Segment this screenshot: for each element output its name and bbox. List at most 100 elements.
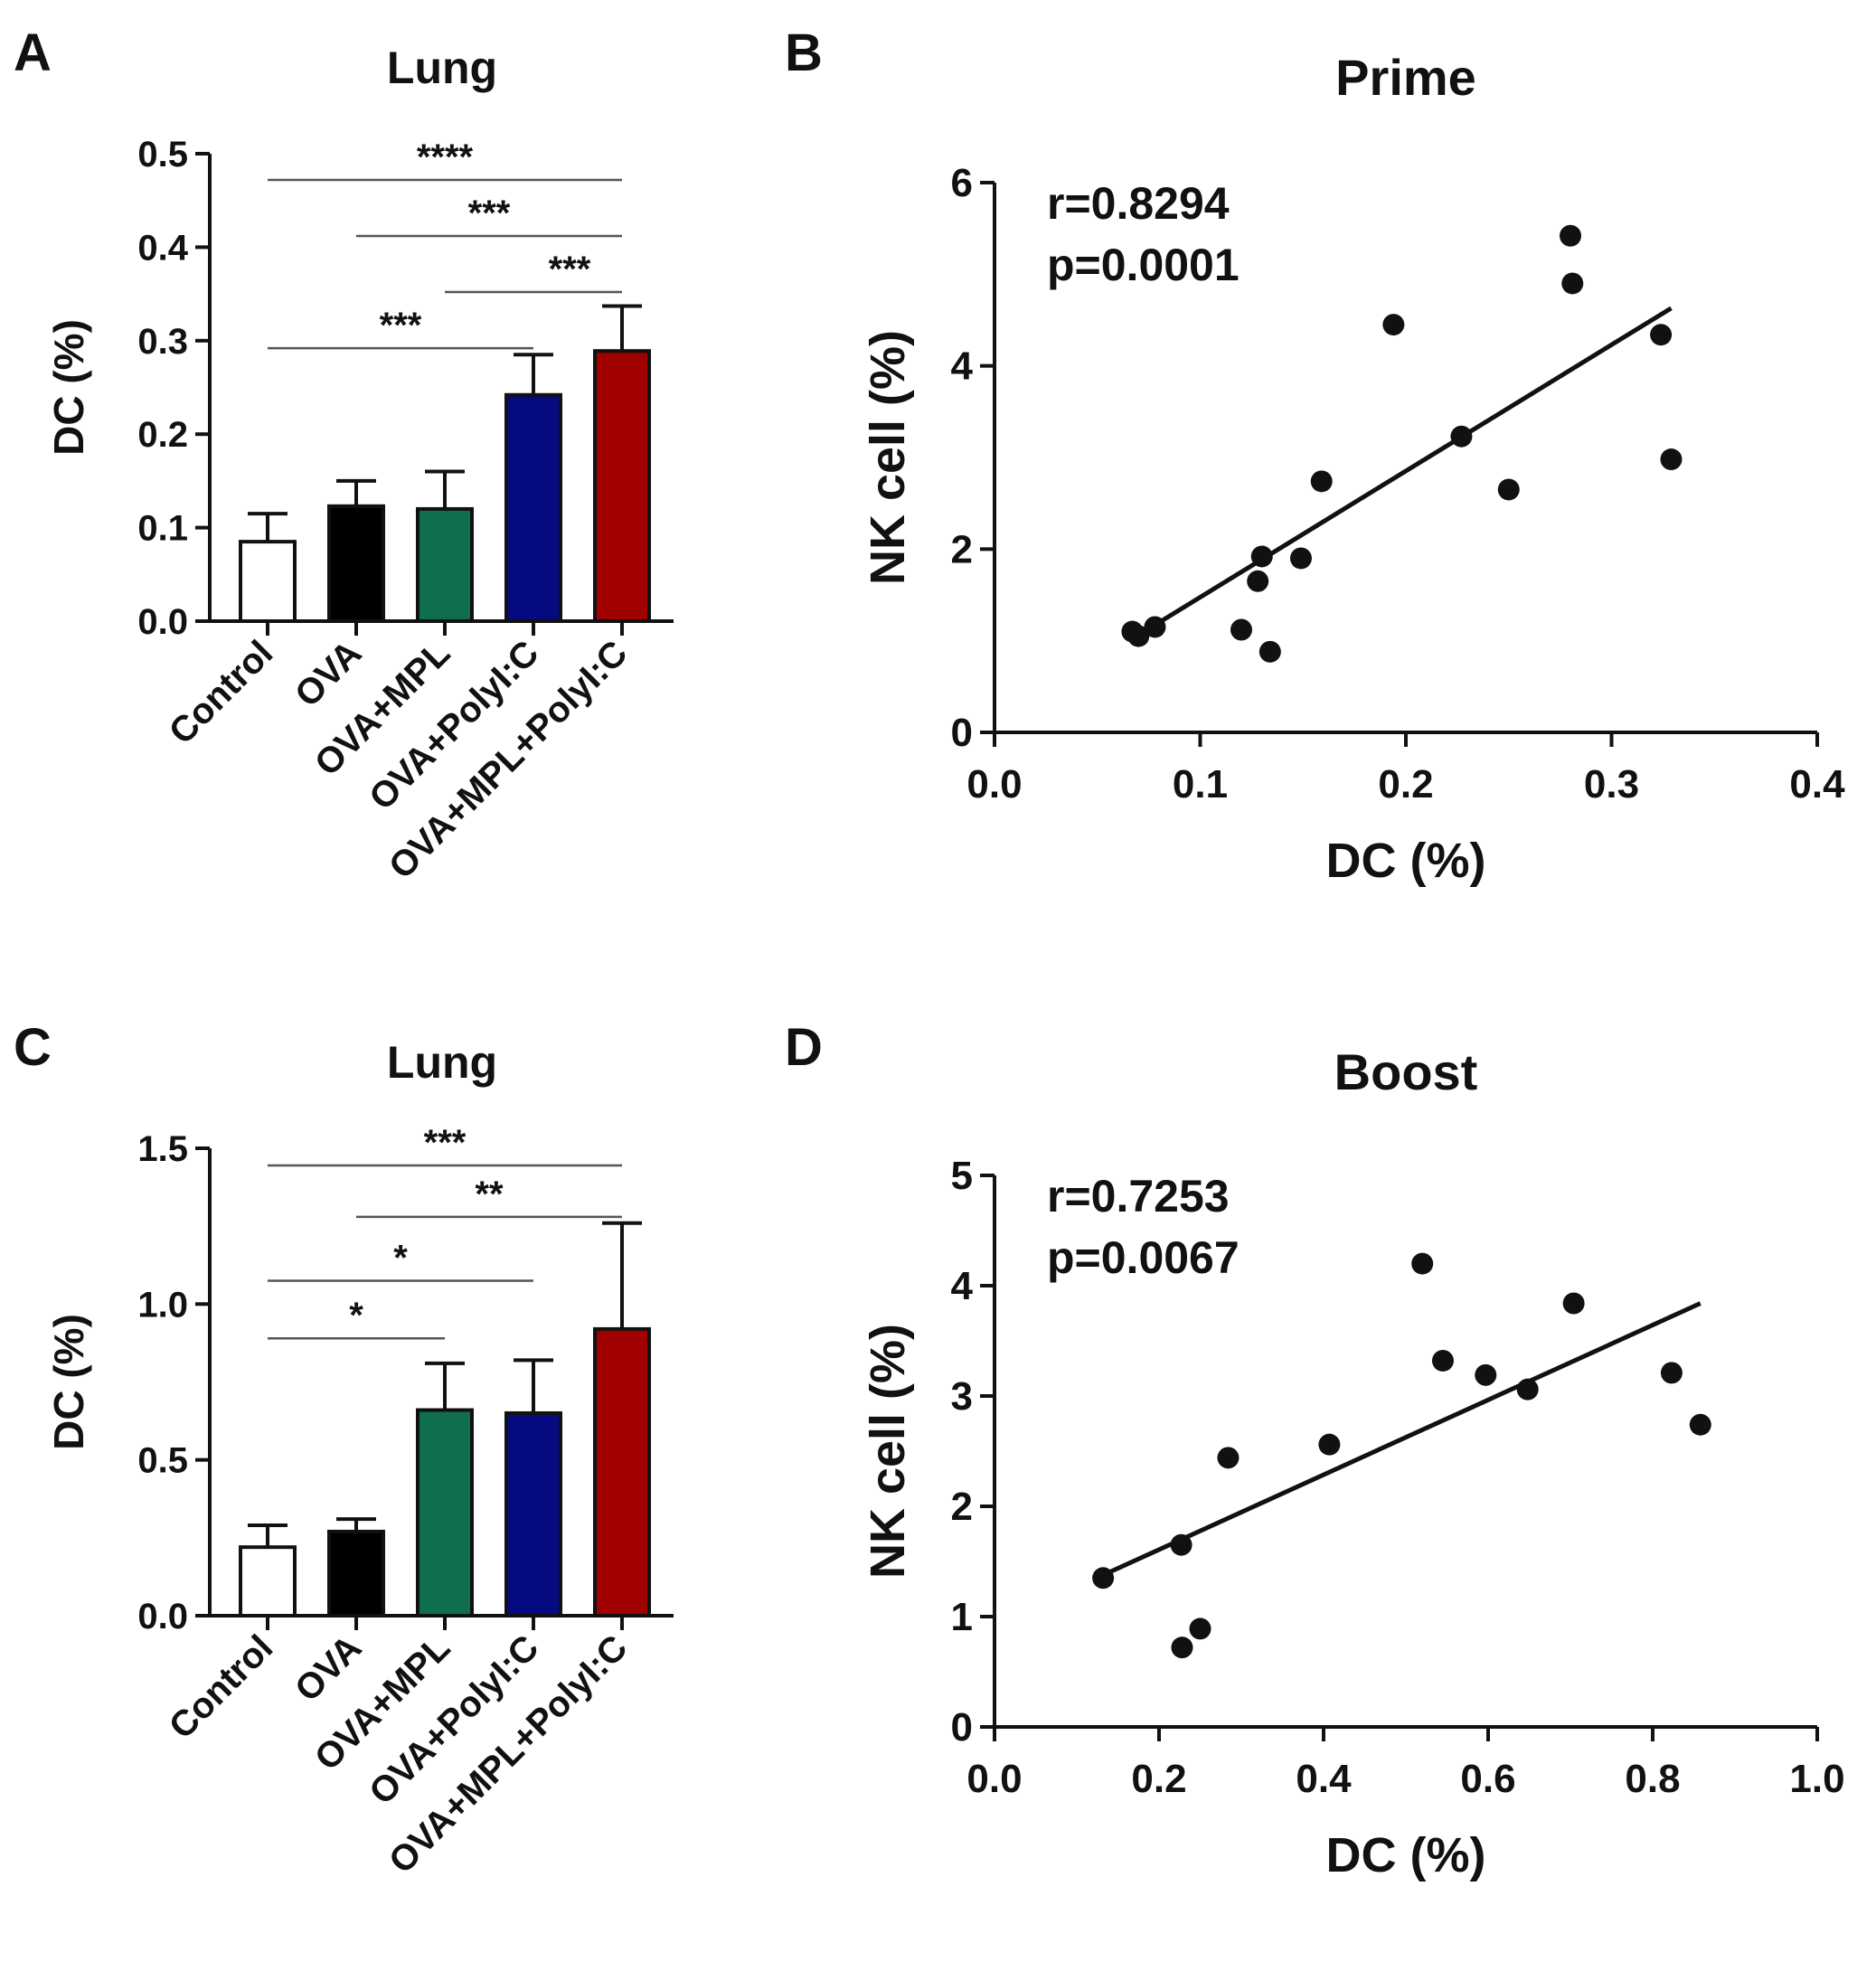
x-tick-label: Control [162,633,281,752]
x-tick-label: 0.6 [1460,1757,1515,1801]
significance-label: *** [380,306,422,345]
bar [327,504,385,623]
y-tick-label: 1 [951,1595,973,1639]
data-point [1127,625,1150,647]
y-axis-label: DC (%) [45,319,92,456]
data-point [1092,1567,1115,1589]
y-tick-label: 2 [951,527,973,571]
panel-b-scatter-chart: Prime 0 2 4 6 0.0 0.1 0.2 0.3 0.4 DC (%) NK cell (%… [861,49,1845,888]
x-tick-label: 0.3 [1584,762,1639,806]
bar [239,1545,297,1618]
data-point [1660,1362,1683,1384]
data-point [1170,1533,1193,1556]
y-tick-label: 0.0 [137,602,188,642]
data-point [1516,1378,1539,1401]
panel-letter-c: C [14,1018,52,1077]
data-point [1382,314,1405,336]
data-point [1310,470,1333,493]
data-point [1497,478,1520,501]
x-tick-label: 0.1 [1173,762,1228,806]
x-tick-label: 0.4 [1789,762,1845,806]
data-point [1475,1363,1497,1386]
significance-label: **** [417,137,474,177]
panel-letter-d: D [785,1018,823,1077]
y-tick-label: 0.4 [137,228,188,268]
x-tick-label: 0.4 [1296,1757,1352,1801]
data-point [1189,1618,1211,1640]
y-tick-label: 3 [951,1374,973,1419]
data-point [1318,1433,1341,1456]
y-axis-label: DC (%) [45,1314,92,1450]
bar [327,1529,385,1618]
bar [239,540,297,623]
y-axis-label: NK cell (%) [861,1324,915,1579]
y-tick-label: 2 [951,1485,973,1529]
panel-d-scatter-chart: Boost 0 1 2 3 4 5 0.0 0.2 0.4 0.6 0.8 1.0 DC (%) NK ce… [861,1043,1845,1882]
y-tick-label: 0.2 [137,415,188,455]
y-tick-label: 1.0 [137,1285,188,1325]
regression-line [1131,306,1673,641]
y-tick-label: 0.1 [137,509,188,549]
data-point [1247,570,1269,592]
data-point [1144,616,1166,638]
regression-line [1100,1301,1702,1579]
significance-label: ** [475,1174,504,1214]
y-tick-label: 0.0 [137,1597,188,1637]
data-point [1230,618,1252,641]
x-axis-label: DC (%) [1326,1828,1486,1882]
y-tick-label: 4 [951,344,974,389]
data-point [1411,1252,1434,1275]
significance-label: * [349,1296,363,1335]
data-point [1250,545,1273,568]
x-tick-label: 0.8 [1625,1757,1680,1801]
y-tick-label: 6 [951,161,973,205]
x-tick-label: 0.0 [966,762,1022,806]
data-point [1650,324,1673,346]
significance-label: *** [424,1123,467,1163]
y-tick-label: 0 [951,1705,973,1750]
y-tick-label: 0.5 [137,135,188,175]
data-point [1171,1637,1193,1659]
bar [593,1326,651,1618]
y-tick-label: 0 [951,711,973,755]
data-point [1689,1413,1711,1436]
data-point [1561,272,1584,295]
data-point [1431,1349,1454,1372]
bar [504,392,562,623]
x-tick-label: 0.0 [966,1757,1022,1801]
correlation-stat: p=0.0067 [1047,1232,1240,1283]
data-point [1560,224,1581,247]
correlation-stat: r=0.8294 [1047,178,1230,229]
data-point [1259,640,1281,663]
data-point [1289,547,1312,570]
bar [504,1410,562,1618]
panel-letter-b: B [785,24,823,82]
x-tick-label: 0.2 [1131,1757,1186,1801]
panel-letter-a: A [14,24,52,82]
data-point [1660,448,1683,471]
data-point [1562,1292,1585,1315]
significance-label: * [393,1238,408,1278]
bar [416,506,474,623]
x-tick-label: OVA [288,1627,369,1709]
x-tick-label: Control [162,1627,281,1747]
bar [593,349,651,623]
x-tick-label: 1.0 [1789,1757,1844,1801]
y-axis-label: NK cell (%) [861,330,915,585]
x-tick-label: OVA [288,633,369,714]
bar [416,1408,474,1618]
y-tick-label: 0.5 [137,1441,188,1481]
data-point [1217,1447,1240,1469]
significance-label: *** [549,250,591,289]
chart-title: Boost [1334,1043,1478,1100]
chart-title: Lung [387,1037,497,1088]
correlation-stat: r=0.7253 [1047,1171,1230,1222]
significance-label: *** [468,193,511,233]
y-tick-label: 1.5 [137,1129,188,1169]
correlation-stat: p=0.0001 [1047,240,1240,290]
y-tick-label: 4 [951,1264,974,1308]
x-axis-label: DC (%) [1326,834,1486,888]
